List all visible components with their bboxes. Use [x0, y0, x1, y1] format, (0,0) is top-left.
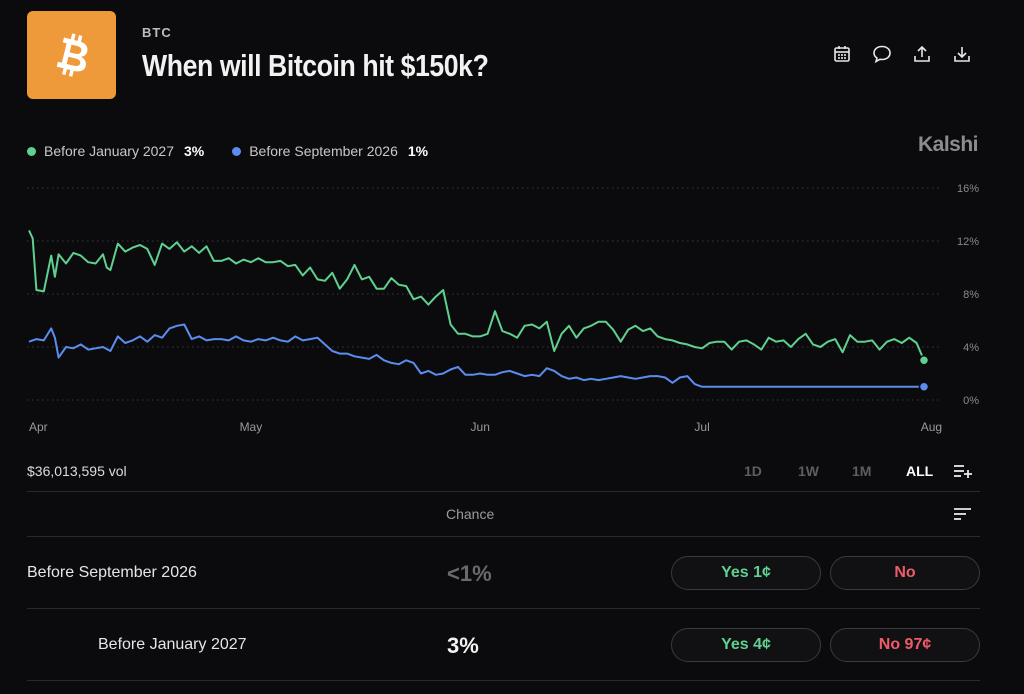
x-tick-label: Jul	[694, 420, 709, 434]
series-end-point	[918, 381, 930, 392]
add-series-icon[interactable]	[953, 462, 973, 485]
legend-label: Before September 2026	[249, 143, 398, 159]
sort-icon[interactable]	[953, 506, 973, 527]
y-tick-label: 12%	[957, 236, 979, 248]
ticker-label: BTC	[142, 25, 172, 40]
legend-item-jan-2027[interactable]: Before January 2027 3%	[27, 143, 204, 159]
market-chance: 3%	[447, 633, 479, 658]
x-tick-label: May	[240, 420, 263, 434]
legend-dot	[232, 146, 242, 156]
buy-yes-button[interactable]: Yes 4¢	[671, 628, 821, 662]
range-1d[interactable]: 1D	[744, 463, 762, 479]
volume-label: $36,013,595 vol	[27, 463, 127, 479]
divider	[27, 680, 980, 681]
page-title: When will Bitcoin hit $150k?	[142, 48, 489, 83]
time-range-selector: 1D 1W 1M ALL	[744, 463, 960, 479]
x-tick-label: Jun	[471, 420, 490, 434]
y-tick-label: 0%	[963, 395, 979, 407]
range-1m[interactable]: 1M	[852, 463, 872, 479]
buy-no-button[interactable]: No	[830, 556, 980, 590]
y-tick-label: 4%	[963, 342, 979, 354]
download-icon[interactable]	[952, 44, 972, 64]
buy-no-button[interactable]: No 97¢	[830, 628, 980, 662]
legend-dot	[27, 146, 36, 156]
legend-value: 3%	[183, 143, 205, 159]
x-tick-label: Apr	[29, 420, 48, 434]
series-end-point	[918, 355, 930, 366]
range-all[interactable]: ALL	[906, 463, 934, 479]
market-label: Before September 2026	[27, 564, 197, 581]
brand-logo: Kalshi	[918, 133, 979, 156]
x-tick-label: Aug	[921, 420, 942, 434]
divider	[27, 491, 980, 492]
price-chart[interactable]: 16% 12% 8% 4% 0% Apr May Jun Jul Aug	[0, 170, 1024, 440]
legend-item-sep-2026[interactable]: Before September 2026 1%	[232, 143, 428, 159]
y-tick-label: 8%	[963, 289, 979, 301]
comment-icon[interactable]	[872, 44, 892, 64]
range-1w[interactable]: 1W	[798, 463, 819, 479]
share-icon[interactable]	[912, 44, 932, 64]
y-tick-label: 16%	[957, 183, 979, 195]
divider	[27, 608, 980, 609]
header-actions	[832, 44, 972, 64]
series-line-1	[28, 323, 924, 388]
series-line-0	[28, 229, 925, 361]
market-label: Before January 2027	[98, 636, 247, 653]
market-chance: <1%	[447, 561, 492, 586]
bitcoin-logo	[27, 11, 116, 99]
legend-label: Before January 2027	[44, 143, 174, 159]
buy-yes-button[interactable]: Yes 1¢	[671, 556, 821, 590]
chance-column-header: Chance	[446, 506, 495, 522]
legend-value: 1%	[407, 143, 429, 159]
divider	[27, 536, 980, 537]
calendar-icon[interactable]	[832, 44, 852, 64]
chart-legend: Before January 2027 3% Before September …	[27, 143, 428, 159]
bitcoin-icon	[56, 33, 87, 77]
